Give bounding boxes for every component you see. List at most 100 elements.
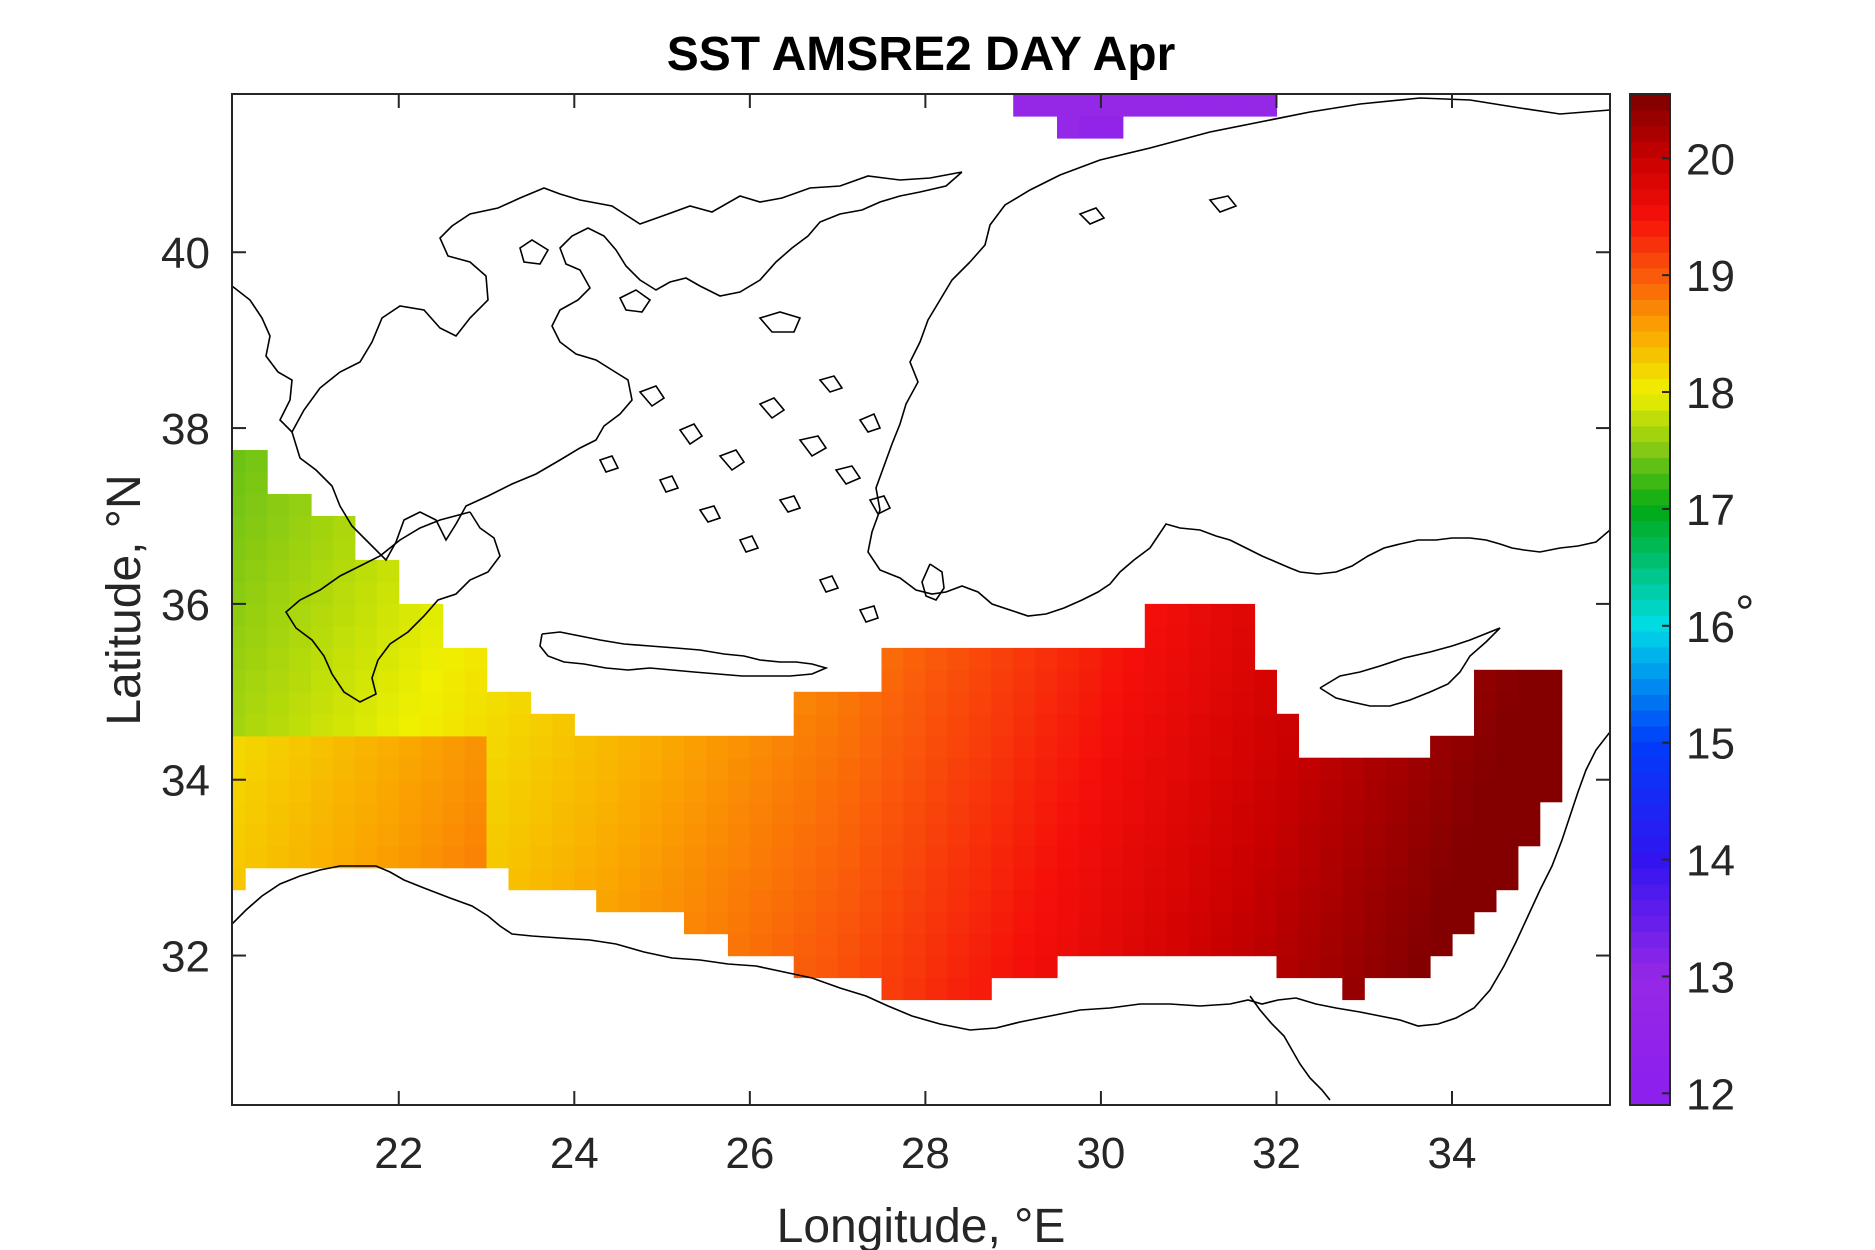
sst-cell	[1408, 801, 1431, 825]
sst-cell	[1364, 823, 1387, 847]
sst-cell	[1210, 867, 1234, 891]
sst-cell	[1166, 625, 1190, 649]
sst-cell	[881, 669, 904, 693]
sst-cell	[727, 867, 751, 891]
sst-cell	[1232, 691, 1256, 715]
sst-cell	[1386, 779, 1409, 803]
sst-cell	[464, 779, 488, 803]
sst-cell	[1079, 691, 1102, 715]
sst-cell	[354, 845, 378, 869]
sst-cell	[1188, 867, 1212, 891]
sst-cell	[1430, 933, 1453, 957]
sst-cell	[749, 735, 773, 759]
sst-cell	[837, 779, 861, 803]
sst-cell	[640, 823, 663, 847]
sst-cell	[311, 823, 334, 847]
sst-cell	[442, 713, 466, 737]
sst-cell	[267, 713, 290, 737]
colorbar-segment	[1630, 820, 1670, 838]
sst-cell	[991, 647, 1014, 671]
sst-cell	[1408, 933, 1431, 957]
sst-cell	[376, 713, 400, 737]
sst-cell	[486, 691, 509, 715]
sst-cell	[267, 779, 290, 803]
sst-cell	[1100, 801, 1124, 825]
sst-cell	[311, 559, 334, 583]
sst-cell	[1254, 779, 1277, 803]
sst-cell	[1100, 94, 1124, 117]
sst-cell	[267, 691, 290, 715]
sst-cell	[1517, 669, 1541, 693]
sst-cell	[1210, 94, 1234, 117]
sst-cell	[552, 867, 575, 891]
sst-cell	[442, 801, 466, 825]
sst-cell	[684, 911, 707, 935]
sst-cell	[859, 801, 883, 825]
sst-cell	[232, 823, 246, 847]
sst-cell	[1144, 889, 1168, 913]
sst-cell	[1210, 691, 1234, 715]
sst-cell	[486, 801, 509, 825]
sst-cell	[232, 603, 246, 627]
sst-cell	[486, 779, 509, 803]
colorbar-segment	[1630, 520, 1670, 537]
sst-cell	[706, 735, 729, 759]
sst-cell	[1430, 911, 1453, 935]
sst-cell	[1254, 94, 1277, 117]
sst-cell	[1474, 691, 1497, 715]
colorbar-segment	[1630, 172, 1670, 190]
sst-cell	[1100, 889, 1124, 913]
sst-cell	[640, 801, 663, 825]
sst-cell	[1035, 889, 1058, 913]
sst-cell	[530, 735, 553, 759]
sst-cell	[398, 823, 422, 847]
sst-cell	[881, 823, 904, 847]
sst-cell	[267, 669, 290, 693]
sst-cell	[1166, 691, 1190, 715]
sst-cell	[1035, 669, 1058, 693]
sst-cell	[1232, 669, 1256, 693]
sst-cell	[354, 779, 378, 803]
sst-cell	[1232, 735, 1256, 759]
sst-cell	[1035, 801, 1058, 825]
sst-cell	[662, 823, 685, 847]
y-axis-label: Latitude, °N	[98, 474, 151, 725]
sst-cell	[420, 801, 444, 825]
sst-cell	[903, 823, 926, 847]
colorbar-label: °	[1730, 592, 1783, 611]
sst-cell	[815, 779, 839, 803]
sst-cell	[881, 889, 904, 913]
sst-cell	[1210, 933, 1234, 957]
sst-cell	[925, 669, 948, 693]
sst-cell	[232, 647, 246, 671]
sst-cell	[1079, 911, 1102, 935]
sst-cell	[420, 603, 444, 627]
colorbar-tick-label: 12	[1686, 1070, 1735, 1119]
colorbar-tick-label: 16	[1686, 603, 1735, 652]
sst-cell	[1057, 757, 1080, 781]
sst-cell	[991, 691, 1014, 715]
sst-cell	[881, 977, 904, 1001]
sst-cell	[815, 955, 839, 979]
sst-cell	[1539, 713, 1563, 737]
sst-cell	[947, 823, 970, 847]
sst-cell	[1430, 757, 1453, 781]
sst-cell	[1474, 889, 1497, 913]
colorbar-segment	[1630, 662, 1670, 680]
coastline-nile	[1249, 995, 1331, 1101]
sst-cell	[793, 757, 817, 781]
sst-cell	[749, 823, 773, 847]
sst-cell	[793, 801, 817, 825]
sst-cell	[1342, 801, 1365, 825]
sst-cell	[1276, 823, 1299, 847]
sst-cell	[574, 735, 597, 759]
sst-cell	[640, 735, 663, 759]
colorbar-segment	[1630, 362, 1670, 379]
sst-cell	[1035, 735, 1058, 759]
sst-cell	[289, 559, 312, 583]
sst-cell	[311, 757, 334, 781]
colorbar-segment	[1630, 599, 1670, 616]
sst-cell	[1298, 757, 1321, 781]
sst-cell	[837, 823, 861, 847]
sst-cell	[1057, 867, 1080, 891]
